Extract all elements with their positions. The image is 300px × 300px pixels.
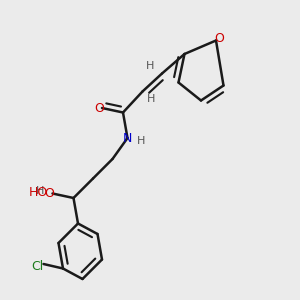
Text: Cl: Cl — [32, 260, 44, 274]
Text: O: O — [94, 101, 104, 115]
Text: H: H — [137, 136, 145, 146]
Text: HO: HO — [29, 186, 48, 199]
Text: H: H — [147, 94, 156, 104]
Text: N: N — [123, 131, 132, 145]
Text: O: O — [214, 32, 224, 46]
Text: O: O — [45, 187, 54, 200]
Text: H: H — [36, 185, 45, 196]
Text: H: H — [146, 61, 154, 71]
